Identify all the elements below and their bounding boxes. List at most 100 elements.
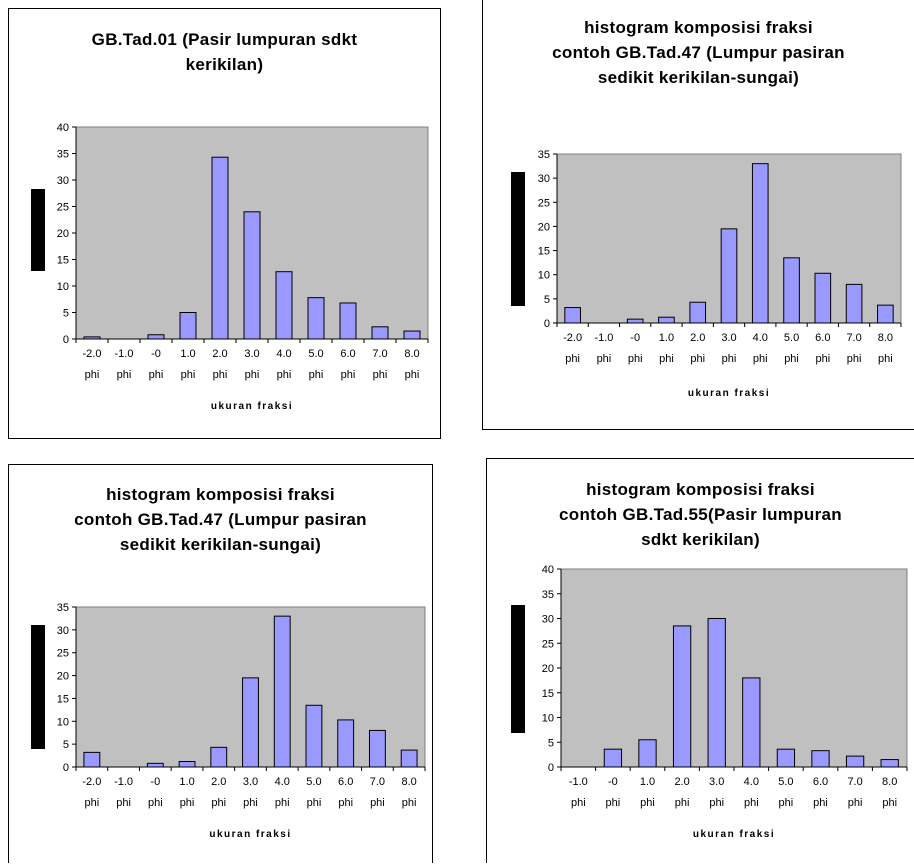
x-tick-label-unit: phi: [847, 353, 862, 365]
x-tick-label: 3.0: [721, 332, 736, 344]
x-tick-label-unit: phi: [373, 369, 388, 381]
chart-title-line: histogram komposisi fraksi: [584, 18, 813, 37]
x-tick-label-unit: phi: [117, 369, 132, 381]
bar: [243, 211, 261, 340]
y-tick-label: 0: [63, 762, 69, 774]
x-tick-label-unit: phi: [85, 369, 100, 381]
x-tick-label-unit: phi: [815, 353, 830, 365]
chart-panel-4: histogram komposisi fraksi contoh GB.Tad…: [486, 458, 914, 863]
y-tick-label: 25: [542, 638, 554, 650]
x-tick-label-unit: phi: [744, 797, 759, 809]
y-tick-label: 30: [57, 625, 69, 637]
y-tick-label: 15: [57, 255, 69, 267]
chart-panel-1: GB.Tad.01 (Pasir lumpuran sdkt kerikilan…: [8, 8, 441, 439]
bar: [638, 739, 657, 768]
x-tick-label-unit: phi: [370, 797, 385, 809]
x-tick-label: 1.0: [179, 776, 194, 788]
y-tick-label: 5: [548, 737, 554, 749]
y-tick-label: 25: [538, 197, 550, 209]
x-tick-label: 5.0: [778, 776, 793, 788]
x-tick-label-unit: phi: [690, 353, 705, 365]
x-tick-label-unit: phi: [309, 369, 324, 381]
y-tick-label: 40: [57, 122, 69, 134]
bar: [689, 301, 707, 324]
y-tick-label: 15: [538, 246, 550, 258]
chart-title: histogram komposisi fraksi contoh GB.Tad…: [483, 15, 914, 90]
x-tick-label-unit: phi: [211, 797, 226, 809]
x-tick-label: 4.0: [753, 332, 768, 344]
x-tick-label: 3.0: [244, 348, 259, 360]
bar: [211, 156, 229, 340]
bar: [178, 761, 196, 768]
y-tick-label: 0: [548, 762, 554, 774]
x-tick-label: -1.0: [114, 776, 133, 788]
x-tick-label: 2.0: [674, 776, 689, 788]
chart-title-line: contoh GB.Tad.47 (Lumpur pasiran: [74, 510, 367, 529]
x-tick-label: 8.0: [401, 776, 416, 788]
x-tick-label: 5.0: [306, 776, 321, 788]
x-tick-label-unit: phi: [571, 797, 586, 809]
bar: [626, 318, 644, 324]
bar: [337, 719, 355, 768]
bar: [400, 749, 418, 768]
y-tick-label: 25: [57, 648, 69, 660]
x-tick-label: -0: [608, 776, 618, 788]
y-tick-label: 10: [538, 270, 550, 282]
chart-title-line: histogram komposisi fraksi: [106, 485, 335, 504]
chart-title-line: contoh GB.Tad.55(Pasir lumpuran: [559, 505, 842, 524]
y-tick-label: 5: [63, 308, 69, 320]
y-tick-label: 30: [542, 614, 554, 626]
y-tick-label: 10: [57, 716, 69, 728]
chart-title-line: sedikit kerikilan-sungai): [597, 68, 800, 87]
x-tick-label: 6.0: [338, 776, 353, 788]
x-tick-label-unit: phi: [405, 369, 420, 381]
bar: [845, 755, 865, 768]
x-tick-label: 8.0: [882, 776, 897, 788]
bar: [403, 330, 421, 340]
bar: [811, 750, 830, 768]
y-axis-label-redacted: [31, 625, 45, 749]
x-tick-label-unit: phi: [243, 797, 258, 809]
x-tick-label-unit: phi: [597, 353, 612, 365]
chart-title: histogram komposisi fraksi contoh GB.Tad…: [9, 482, 432, 557]
x-tick-label-unit: phi: [213, 369, 228, 381]
y-tick-label: 20: [538, 221, 550, 233]
x-tick-label: -2.0: [563, 332, 582, 344]
y-tick-label: 10: [542, 713, 554, 725]
bar: [371, 326, 389, 340]
x-tick-label-unit: phi: [675, 797, 690, 809]
x-tick-label-unit: phi: [307, 797, 322, 809]
bar: [275, 271, 293, 340]
x-tick-label-unit: phi: [709, 797, 724, 809]
x-tick-label: 6.0: [815, 332, 830, 344]
y-axis-label-redacted: [31, 189, 45, 271]
x-tick-label: 6.0: [340, 348, 355, 360]
x-tick-label: -0: [150, 776, 160, 788]
bar: [845, 283, 863, 324]
x-axis-label: ukuran fraksi: [692, 829, 776, 840]
bar: [742, 677, 761, 768]
x-tick-label-unit: phi: [341, 369, 356, 381]
x-tick-label-unit: phi: [402, 797, 417, 809]
y-tick-label: 30: [538, 173, 550, 185]
bar: [880, 759, 899, 768]
x-tick-label-unit: phi: [85, 797, 100, 809]
chart-panel-3: histogram komposisi fraksi contoh GB.Tad…: [8, 464, 433, 863]
x-tick-label: 4.0: [744, 776, 759, 788]
bar: [720, 228, 738, 324]
x-tick-label: 4.0: [275, 776, 290, 788]
bar: [564, 307, 581, 324]
x-tick-label: 7.0: [370, 776, 385, 788]
chart-title-line: sdkt kerikilan): [641, 530, 760, 549]
y-tick-label: 10: [57, 281, 69, 293]
x-tick-label: -1.0: [569, 776, 588, 788]
chart-title: histogram komposisi fraksi contoh GB.Tad…: [487, 477, 914, 552]
y-tick-label: 0: [63, 334, 69, 346]
x-tick-label-unit: phi: [779, 797, 794, 809]
x-tick-label: -2.0: [82, 776, 101, 788]
x-tick-label: 7.0: [846, 332, 861, 344]
x-tick-label: 5.0: [784, 332, 799, 344]
bar: [210, 746, 228, 768]
x-tick-label: 5.0: [308, 348, 323, 360]
bar: [658, 316, 675, 324]
